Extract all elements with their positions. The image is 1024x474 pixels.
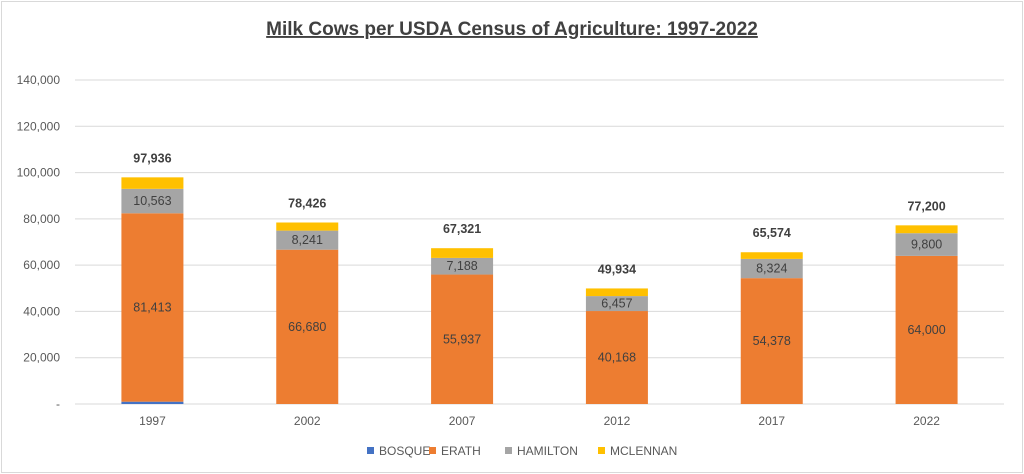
bar-segment-mclennan bbox=[740, 252, 803, 259]
bar-segment-erath bbox=[121, 213, 184, 402]
bar-segment-erath bbox=[740, 278, 803, 404]
data-label: 6,457 bbox=[601, 297, 632, 311]
bar-segment-hamilton bbox=[740, 258, 803, 279]
legend-label: MCLENNAN bbox=[610, 444, 677, 458]
y-tick-label: - bbox=[56, 397, 60, 411]
bar-segment-hamilton bbox=[121, 188, 184, 214]
total-label: 78,426 bbox=[288, 196, 326, 210]
data-label: 10,563 bbox=[133, 194, 171, 208]
bar-segment-erath bbox=[431, 274, 494, 404]
bar-segment-mclennan bbox=[585, 288, 648, 297]
data-label: 8,324 bbox=[756, 262, 787, 276]
x-tick-label: 2012 bbox=[604, 414, 631, 428]
gridlines bbox=[75, 79, 1004, 405]
y-tick-label: 80,000 bbox=[23, 212, 60, 226]
bars: 81,413 10,563 97,936 66,680 8,241 78,426 55,93… bbox=[121, 151, 958, 404]
total-label: 49,934 bbox=[598, 262, 636, 276]
legend-label: BOSQUE bbox=[379, 444, 430, 458]
bar-segment-erath bbox=[276, 249, 339, 404]
total-label: 65,574 bbox=[753, 226, 791, 240]
data-label: 55,937 bbox=[443, 332, 481, 346]
y-tick-label: 140,000 bbox=[17, 73, 61, 87]
x-tick-label: 2022 bbox=[913, 414, 940, 428]
chart-title: Milk Cows per USDA Census of Agriculture… bbox=[266, 19, 758, 40]
data-label: 40,168 bbox=[598, 351, 636, 365]
x-tick-label: 1997 bbox=[139, 414, 166, 428]
bar-segment-hamilton bbox=[276, 230, 339, 250]
legend-label: HAMILTON bbox=[517, 444, 578, 458]
data-label: 7,188 bbox=[446, 259, 477, 273]
legend-swatch bbox=[367, 447, 374, 454]
legend-swatch bbox=[429, 447, 436, 454]
bar-segment-mclennan bbox=[895, 225, 958, 234]
x-tick-label: 2002 bbox=[294, 414, 321, 428]
legend-swatch bbox=[598, 447, 605, 454]
bar-segment-mclennan bbox=[431, 248, 494, 258]
bar-segment-erath bbox=[895, 255, 958, 404]
bar-segment-erath bbox=[585, 311, 648, 404]
y-tick-label: 100,000 bbox=[17, 166, 61, 180]
y-tick-label: 120,000 bbox=[17, 119, 61, 133]
data-label: 9,800 bbox=[911, 238, 942, 252]
data-label: 54,378 bbox=[753, 334, 791, 348]
data-label: 66,680 bbox=[288, 320, 326, 334]
bar-segment-mclennan bbox=[121, 177, 184, 189]
bar-segment-hamilton bbox=[431, 257, 494, 275]
total-label: 67,321 bbox=[443, 222, 481, 236]
data-label: 64,000 bbox=[907, 323, 945, 337]
data-label: 8,241 bbox=[292, 233, 323, 247]
x-axis: 1997 2002 2007 2012 2017 2022 bbox=[139, 414, 940, 428]
legend: BOSQUE ERATH HAMILTON MCLENNAN bbox=[367, 444, 677, 458]
y-tick-label: 20,000 bbox=[23, 351, 60, 365]
total-label: 77,200 bbox=[907, 199, 945, 213]
y-tick-label: 60,000 bbox=[23, 258, 60, 272]
legend-swatch bbox=[505, 447, 512, 454]
legend-label: ERATH bbox=[441, 444, 481, 458]
y-tick-label: 40,000 bbox=[23, 304, 60, 318]
bar-segment-mclennan bbox=[276, 222, 339, 231]
bar-segment-bosque bbox=[121, 401, 184, 404]
bar-segment-hamilton bbox=[585, 296, 648, 312]
total-label: 97,936 bbox=[133, 151, 171, 165]
x-tick-label: 2007 bbox=[449, 414, 476, 428]
x-tick-label: 2017 bbox=[758, 414, 785, 428]
bar-segment-hamilton bbox=[895, 233, 958, 256]
y-axis: - 20,000 40,000 60,000 80,000 100,000 120,000 1… bbox=[17, 73, 61, 411]
data-label: 81,413 bbox=[133, 300, 171, 314]
